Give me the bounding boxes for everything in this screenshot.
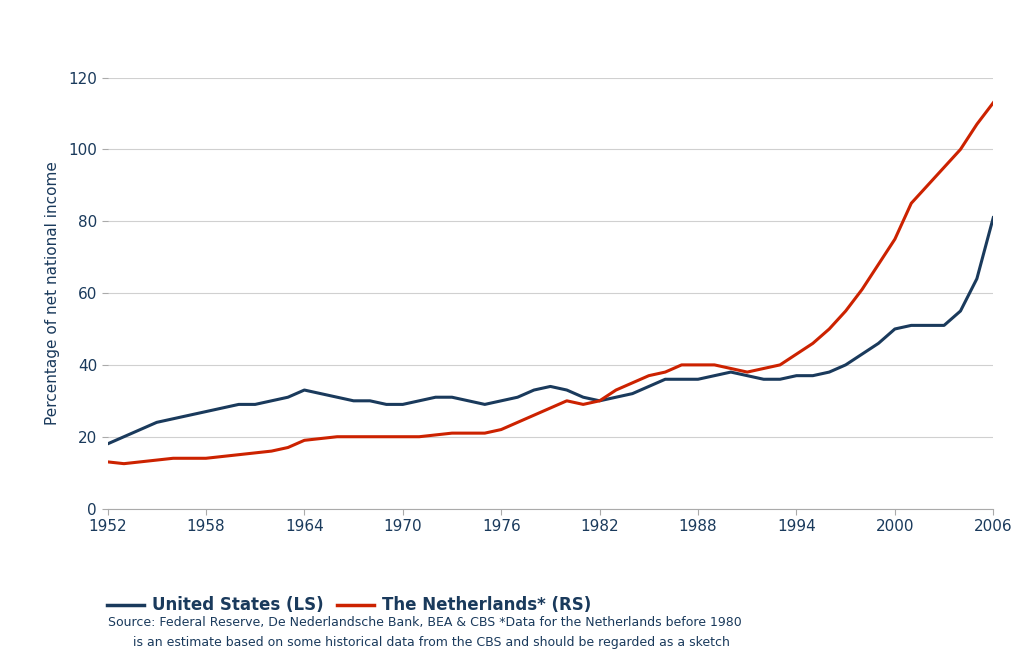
Y-axis label: Percentage of net national income: Percentage of net national income xyxy=(45,161,59,425)
Legend: United States (LS), The Netherlands* (RS): United States (LS), The Netherlands* (RS… xyxy=(106,597,591,614)
Text: Source: Federal Reserve, De Nederlandsche Bank, BEA & CBS *Data for the Netherla: Source: Federal Reserve, De Nederlandsch… xyxy=(108,616,741,629)
Text: is an estimate based on some historical data from the CBS and should be regarded: is an estimate based on some historical … xyxy=(133,636,730,649)
Text: Chart 1  Mortgage debt outstanding in the United States and the Netherlands: Chart 1 Mortgage debt outstanding in the… xyxy=(12,20,870,38)
